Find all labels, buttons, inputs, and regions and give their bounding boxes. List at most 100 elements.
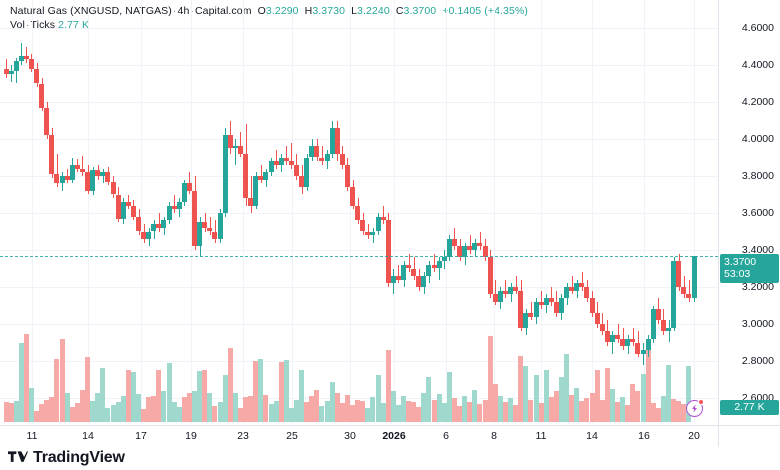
candle-body [335, 127, 340, 154]
volume-bar [9, 403, 14, 422]
volume-bar [360, 401, 365, 422]
gridline-horizontal [0, 250, 718, 251]
volume-bar [605, 368, 610, 422]
lightning-bolt-icon[interactable] [686, 399, 704, 417]
time-axis[interactable]: 11 14 17 19 23 25 30 2026 6 8 11 14 16 20 [0, 425, 718, 447]
candle-wick [623, 327, 624, 350]
gridline-vertical [32, 0, 33, 425]
gridline-horizontal [0, 28, 718, 29]
chart-legend: Natural Gas (XNGUSD, NATGAS)·4h·Capital.… [10, 5, 528, 32]
volume-bar [177, 406, 182, 422]
candle-body [391, 275, 396, 284]
candle-body [661, 320, 666, 332]
volume-bar [131, 371, 136, 422]
candle-body [177, 201, 182, 210]
candle-wick [495, 279, 496, 306]
volume-bar [467, 402, 472, 422]
price-axis-tick: 4.0000 [741, 133, 774, 145]
candle-wick [551, 287, 552, 306]
tradingview-wordmark: TradingView [33, 449, 125, 466]
volume-bar [472, 390, 477, 422]
gridline-vertical [694, 0, 695, 425]
candle-body [111, 181, 116, 195]
volume-bar [620, 396, 625, 422]
volume-bar [676, 401, 681, 422]
candle-body [156, 224, 161, 228]
volume-bar [340, 403, 345, 422]
volume-bar [111, 404, 116, 422]
interval-label[interactable]: 4h [177, 5, 190, 17]
gridline-vertical [446, 0, 447, 425]
candle-body [442, 257, 447, 262]
candle-body [656, 309, 661, 321]
candle-body [233, 146, 238, 149]
legend-separator-2: · [190, 5, 194, 17]
volume-bar [253, 360, 258, 422]
candle-body [518, 290, 523, 328]
bolt-badge-dot [698, 399, 704, 405]
gridline-vertical [541, 0, 542, 425]
candle-body [304, 157, 309, 188]
gridline-vertical [191, 0, 192, 425]
candle-body [549, 298, 554, 302]
candle-body [238, 146, 243, 154]
volume-bar [141, 409, 146, 422]
candle-body [452, 238, 457, 247]
volume-bar [564, 353, 569, 422]
volume-bar [284, 360, 289, 422]
candle-body [416, 275, 421, 287]
candle-body [625, 338, 630, 347]
candle-body [600, 324, 605, 332]
candle-body [85, 172, 90, 191]
close-label: C [395, 5, 404, 17]
candle-wick [470, 235, 471, 254]
candle-body [80, 168, 85, 173]
volume-bar [146, 396, 151, 422]
volume-bar [105, 407, 110, 422]
candle-body [172, 205, 177, 210]
symbol-name[interactable]: Natural Gas (XNGUSD, NATGAS) [10, 5, 172, 17]
candle-body [207, 227, 212, 232]
candle-body [676, 261, 681, 287]
tradingview-logo[interactable]: TradingView [8, 449, 125, 467]
volume-bar [116, 402, 121, 422]
candle-body [309, 146, 314, 158]
time-axis-tick: 2026 [382, 430, 406, 442]
candle-body [432, 264, 437, 269]
candle-body [508, 287, 513, 295]
candle-wick [633, 327, 634, 347]
volume-bar [39, 404, 44, 422]
candle-body [360, 220, 365, 232]
candle-body [584, 287, 589, 299]
volume-bar [350, 404, 355, 422]
candle-body [483, 246, 488, 258]
price-axis-tick: 3.8000 [741, 170, 774, 182]
candle-body [65, 176, 70, 180]
candle-body [319, 157, 324, 162]
volume-bar [447, 372, 452, 422]
chart-pane[interactable] [0, 0, 718, 425]
volume-bar [426, 377, 431, 422]
gridline-vertical [243, 0, 244, 425]
candle-body [19, 55, 24, 62]
legend-symbol-row[interactable]: Natural Gas (XNGUSD, NATGAS)·4h·Capital.… [10, 5, 528, 18]
volume-bar [518, 355, 523, 422]
candle-body [121, 201, 126, 219]
price-axis[interactable]: 4.6000 4.4000 4.2000 4.0000 3.8000 3.6000 3.40… [718, 0, 780, 425]
candle-body [223, 135, 228, 213]
gridline-vertical [394, 0, 395, 425]
exchange-label[interactable]: Capital.com [195, 5, 252, 17]
candle-wick [159, 213, 160, 232]
candle-body [467, 246, 472, 250]
volume-bar [279, 361, 284, 422]
volume-bar [24, 334, 29, 422]
time-axis-tick: 8 [491, 430, 497, 442]
candle-body [406, 264, 411, 269]
candle-body [579, 283, 584, 287]
volume-bar [666, 364, 671, 422]
candle-body [100, 172, 105, 176]
candle-body [9, 70, 14, 75]
volume-bar [299, 369, 304, 422]
volume-bar [126, 369, 131, 422]
candle-wick [516, 275, 517, 295]
